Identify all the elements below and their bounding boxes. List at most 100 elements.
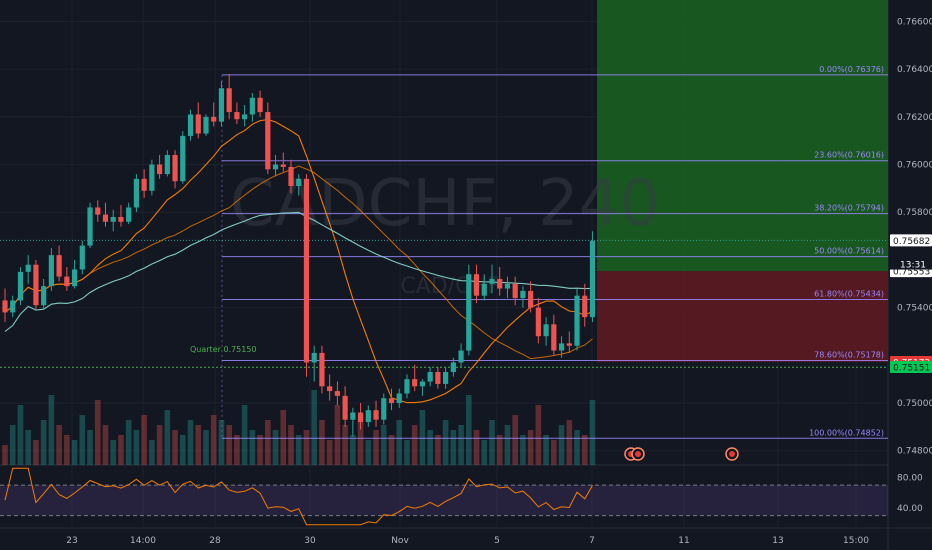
- time-axis[interactable]: 23 14:00 28 30 Nov 5 7 11 13 15:00: [66, 536, 869, 546]
- candle-body: [458, 350, 464, 363]
- volume-bar: [566, 420, 573, 465]
- volume-bar: [218, 420, 225, 465]
- volume-bar: [496, 435, 503, 465]
- candle-body: [566, 343, 572, 346]
- candle-body: [388, 398, 395, 403]
- volume-bar: [125, 420, 132, 465]
- price-tag-text: 0.75553: [893, 268, 930, 278]
- volume-bar: [419, 410, 426, 465]
- candle-body: [211, 116, 217, 122]
- price-axis[interactable]: 0.76600 0.76400 0.76200 0.76000 0.75800 0.754…: [897, 17, 932, 456]
- volume-bar: [319, 420, 325, 465]
- volume-bar: [179, 435, 186, 465]
- countdown-box: [890, 258, 932, 270]
- candle-body: [435, 372, 441, 384]
- time-tick: 28: [209, 536, 221, 546]
- time-tick: 30: [304, 536, 316, 546]
- candles[interactable]: [2, 73, 596, 437]
- volume-bar: [2, 445, 8, 465]
- candle-body: [195, 114, 201, 134]
- volume-bar: [234, 435, 240, 465]
- candle-body: [272, 164, 279, 170]
- time-tick: 7: [589, 536, 595, 546]
- candle-body: [296, 178, 302, 186]
- candle-body: [419, 381, 426, 387]
- volume-bar: [365, 440, 372, 465]
- candle-body: [404, 379, 410, 394]
- candle-body: [64, 276, 70, 287]
- candle-body: [520, 290, 526, 299]
- rsi-tick: 80.00: [897, 473, 923, 483]
- volume-bar: [512, 415, 518, 465]
- volume-bar: [102, 425, 109, 465]
- volume-bar: [357, 415, 364, 465]
- candle-body: [226, 88, 232, 113]
- candle-body: [427, 372, 433, 382]
- candle-body: [334, 391, 340, 396]
- volume-bar: [489, 420, 495, 465]
- event-markers[interactable]: [624, 447, 739, 461]
- candle-body: [350, 412, 356, 420]
- volume-bar: [527, 430, 534, 465]
- volume-bar: [280, 410, 287, 465]
- fib-label: 38.20%(0.75794): [814, 204, 884, 213]
- candle-body: [234, 112, 240, 120]
- candle-body: [551, 324, 557, 351]
- fib-label: 23.60%(0.76016): [814, 151, 884, 160]
- volume-bar: [156, 425, 163, 465]
- volume-bar: [17, 405, 24, 465]
- candle-body: [265, 112, 271, 170]
- candle-body: [180, 135, 186, 182]
- ma-fast-line: [4, 119, 593, 404]
- price-tick: 0.75400: [897, 304, 932, 314]
- candle-body: [381, 398, 387, 420]
- candle-body: [242, 114, 248, 120]
- price-tick: 0.76200: [897, 113, 932, 123]
- candle-body: [280, 164, 286, 167]
- volume-bar: [404, 440, 410, 465]
- candle-body: [512, 283, 518, 299]
- volume-bar: [265, 420, 271, 465]
- volume-bar: [326, 440, 333, 465]
- candle-body: [17, 271, 24, 301]
- rsi-pane[interactable]: 80.00 40.00: [0, 467, 923, 526]
- fibonacci-retracement[interactable]: 0.00%(0.76376) 23.60%(0.76016) 38.20%(0.75…: [221, 65, 888, 439]
- ma-mid-line: [4, 165, 593, 360]
- candle-body: [319, 352, 325, 387]
- volume-bar: [48, 395, 55, 465]
- volume-bar: [388, 435, 395, 465]
- candle-body: [41, 286, 47, 306]
- fib-label: 50.00%(0.75614): [814, 247, 884, 256]
- time-tick: 5: [494, 536, 500, 546]
- volume-bar: [79, 415, 86, 465]
- volume-bar: [241, 405, 248, 465]
- candle-body: [396, 393, 402, 403]
- time-tick: 23: [66, 536, 77, 546]
- candle-body: [87, 207, 93, 246]
- volume-bar: [118, 435, 124, 465]
- volume-bar: [87, 430, 93, 465]
- volume-bar: [558, 425, 565, 465]
- fib-label: 61.80%(0.75434): [814, 290, 884, 299]
- volume-bar: [195, 425, 202, 465]
- fib-label: 0.00%(0.76376): [819, 65, 884, 74]
- volume-bar: [435, 435, 441, 465]
- candle-body: [342, 395, 348, 420]
- volume-bar: [56, 425, 62, 465]
- price-tag-box: [890, 360, 932, 373]
- candle-body: [303, 178, 310, 363]
- volume-bar: [210, 415, 217, 465]
- candle-body: [71, 269, 78, 287]
- candle-body: [48, 255, 54, 287]
- volume-bar: [172, 430, 178, 465]
- volume-bar: [164, 410, 171, 465]
- candle-body: [10, 300, 16, 313]
- price-tick: 0.74800: [897, 447, 932, 457]
- quarter-line[interactable]: Quarter 0.75150: [0, 239, 888, 368]
- event-flag-dot: [729, 451, 735, 457]
- volume-bar: [187, 420, 194, 465]
- candle-body: [558, 343, 565, 351]
- volume-bar: [543, 435, 549, 465]
